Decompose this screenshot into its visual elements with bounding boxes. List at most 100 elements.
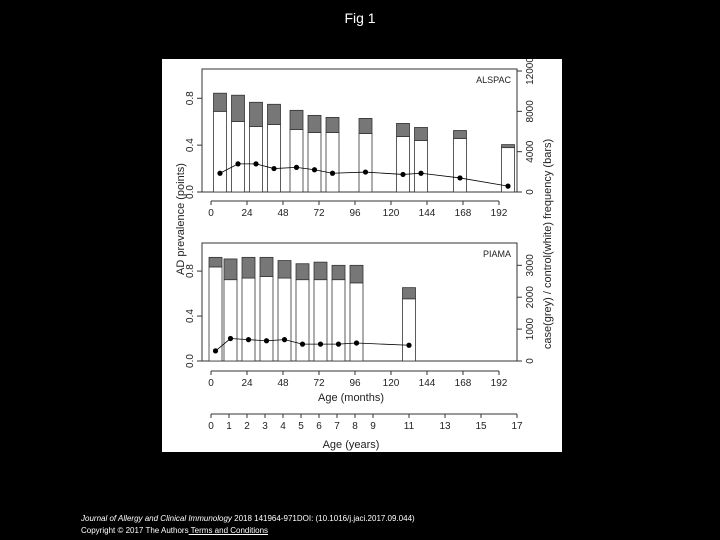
years-tick-label: 5 xyxy=(298,421,304,432)
years-tick-label: 7 xyxy=(334,421,340,432)
bar-case xyxy=(267,103,281,125)
bar-case xyxy=(259,256,274,277)
bar-control xyxy=(325,132,340,193)
bar-control xyxy=(277,277,292,362)
figure-title: Fig 1 xyxy=(344,10,376,26)
citation-line: Journal of Allergy and Clinical Immunolo… xyxy=(81,513,415,525)
bar-case xyxy=(223,258,238,281)
bar-control xyxy=(402,298,416,362)
prevalence-point xyxy=(457,175,463,181)
prevalence-point xyxy=(400,171,406,178)
prevalence-point xyxy=(263,338,270,344)
prevalence-point xyxy=(217,170,223,176)
x-axis-label-months: Age (months) xyxy=(318,392,384,404)
bar-control xyxy=(358,133,373,193)
footer: Journal of Allergy and Clinical Immunolo… xyxy=(81,513,415,537)
bar-case xyxy=(325,116,340,133)
y-right-tick-label: 12000 xyxy=(525,59,536,85)
bar-control xyxy=(231,121,245,193)
years-tick-label: 1 xyxy=(226,421,232,432)
bar-case xyxy=(277,260,292,279)
x-tick-label: 144 xyxy=(419,378,436,389)
prevalence-point xyxy=(329,170,336,176)
bar-case xyxy=(231,94,245,122)
chart-svg: AD prevalence (points) case(grey) / cont… xyxy=(175,59,554,451)
x-tick-label: 48 xyxy=(277,208,289,219)
years-tick-label: 6 xyxy=(316,421,322,432)
panel-piama: PIAMA 0.0 0.4 0.8 0 1000 2000 3000 0 24 48 72 96 120 1… xyxy=(185,242,536,389)
bar-control xyxy=(241,277,256,362)
prevalence-line xyxy=(219,163,509,187)
citation-text: 2018 141964-971DOI: (10.1016/j.jaci.2017… xyxy=(231,514,415,523)
bar-control xyxy=(289,129,304,193)
years-tick-label: 2 xyxy=(244,421,250,432)
bar-case xyxy=(295,263,310,281)
bar-control xyxy=(213,110,227,193)
bar-case xyxy=(358,118,373,134)
bar-case xyxy=(453,130,467,139)
years-tick-label: 17 xyxy=(511,421,523,432)
bar-control xyxy=(414,140,428,193)
x-tick-label: 72 xyxy=(313,378,325,389)
years-tick-label: 15 xyxy=(475,421,487,432)
figure-panel: AD prevalence (points) case(grey) / cont… xyxy=(162,59,562,452)
prevalence-point xyxy=(212,348,219,354)
y-left-tick-label: 0.4 xyxy=(185,138,196,152)
x-tick-label: 48 xyxy=(277,378,289,389)
x-tick-label: 168 xyxy=(455,378,472,389)
bar-control xyxy=(331,279,346,362)
years-axis: 0 1 2 3 4 5 6 7 8 9 11 13 15 17 xyxy=(208,413,523,432)
bar-control xyxy=(307,132,322,193)
prevalence-point xyxy=(299,341,306,347)
y-right-tick-label: 3000 xyxy=(525,254,536,277)
copyright-line: Copyright © 2017 The Authors Terms and C… xyxy=(81,525,415,537)
terms-link[interactable]: Terms and Conditions xyxy=(188,526,269,535)
bar-case xyxy=(331,264,346,281)
x-tick-label: 0 xyxy=(208,378,214,389)
bar-case xyxy=(289,109,304,130)
years-tick-label: 11 xyxy=(404,421,415,432)
prevalence-point xyxy=(311,167,318,173)
bar-case xyxy=(213,92,227,112)
bar-control xyxy=(453,138,467,193)
bar-case xyxy=(396,123,410,137)
x-tick-label: 120 xyxy=(383,208,400,219)
bar-case xyxy=(249,101,263,127)
prevalence-point xyxy=(227,335,234,342)
panel-label: PIAMA xyxy=(483,249,511,259)
years-tick-label: 3 xyxy=(262,421,268,432)
bar-control xyxy=(267,124,281,193)
panel-alspac: ALSPAC 0.0 0.4 0.8 0 4000 8000 12000 0 24 48 72 96 12… xyxy=(185,59,536,219)
prevalence-point xyxy=(335,341,342,347)
x-tick-label: 168 xyxy=(455,208,472,219)
y-axis-label-left: AD prevalence (points) xyxy=(175,163,187,275)
prevalence-point xyxy=(253,161,259,167)
x-tick-label: 120 xyxy=(383,378,400,389)
years-tick-label: 9 xyxy=(370,421,376,432)
bar-control xyxy=(223,279,238,362)
prevalence-point xyxy=(317,341,324,347)
y-right-tick-label: 4000 xyxy=(525,140,536,163)
bar-control xyxy=(349,282,364,362)
bar-control xyxy=(249,126,263,193)
bar-control xyxy=(396,136,410,193)
bar-case xyxy=(501,144,515,149)
bar-case xyxy=(307,114,322,133)
y-right-tick-label: 8000 xyxy=(525,100,536,123)
prevalence-point xyxy=(293,164,300,170)
prevalence-point xyxy=(406,342,412,348)
x-axis-label-years: Age (years) xyxy=(323,439,380,451)
prevalence-point xyxy=(235,161,241,167)
prevalence-line xyxy=(215,338,410,352)
y-left-tick-label: 0.0 xyxy=(185,354,196,368)
bar-case xyxy=(241,256,256,279)
years-tick-label: 0 xyxy=(208,421,214,432)
bar-control xyxy=(313,279,328,362)
bar-case xyxy=(414,127,428,141)
x-tick-label: 192 xyxy=(491,378,508,389)
y-right-tick-label: 2000 xyxy=(525,286,536,309)
bar-case xyxy=(208,256,223,268)
y-right-tick-label: 1000 xyxy=(525,318,536,341)
x-tick-label: 24 xyxy=(241,208,253,219)
